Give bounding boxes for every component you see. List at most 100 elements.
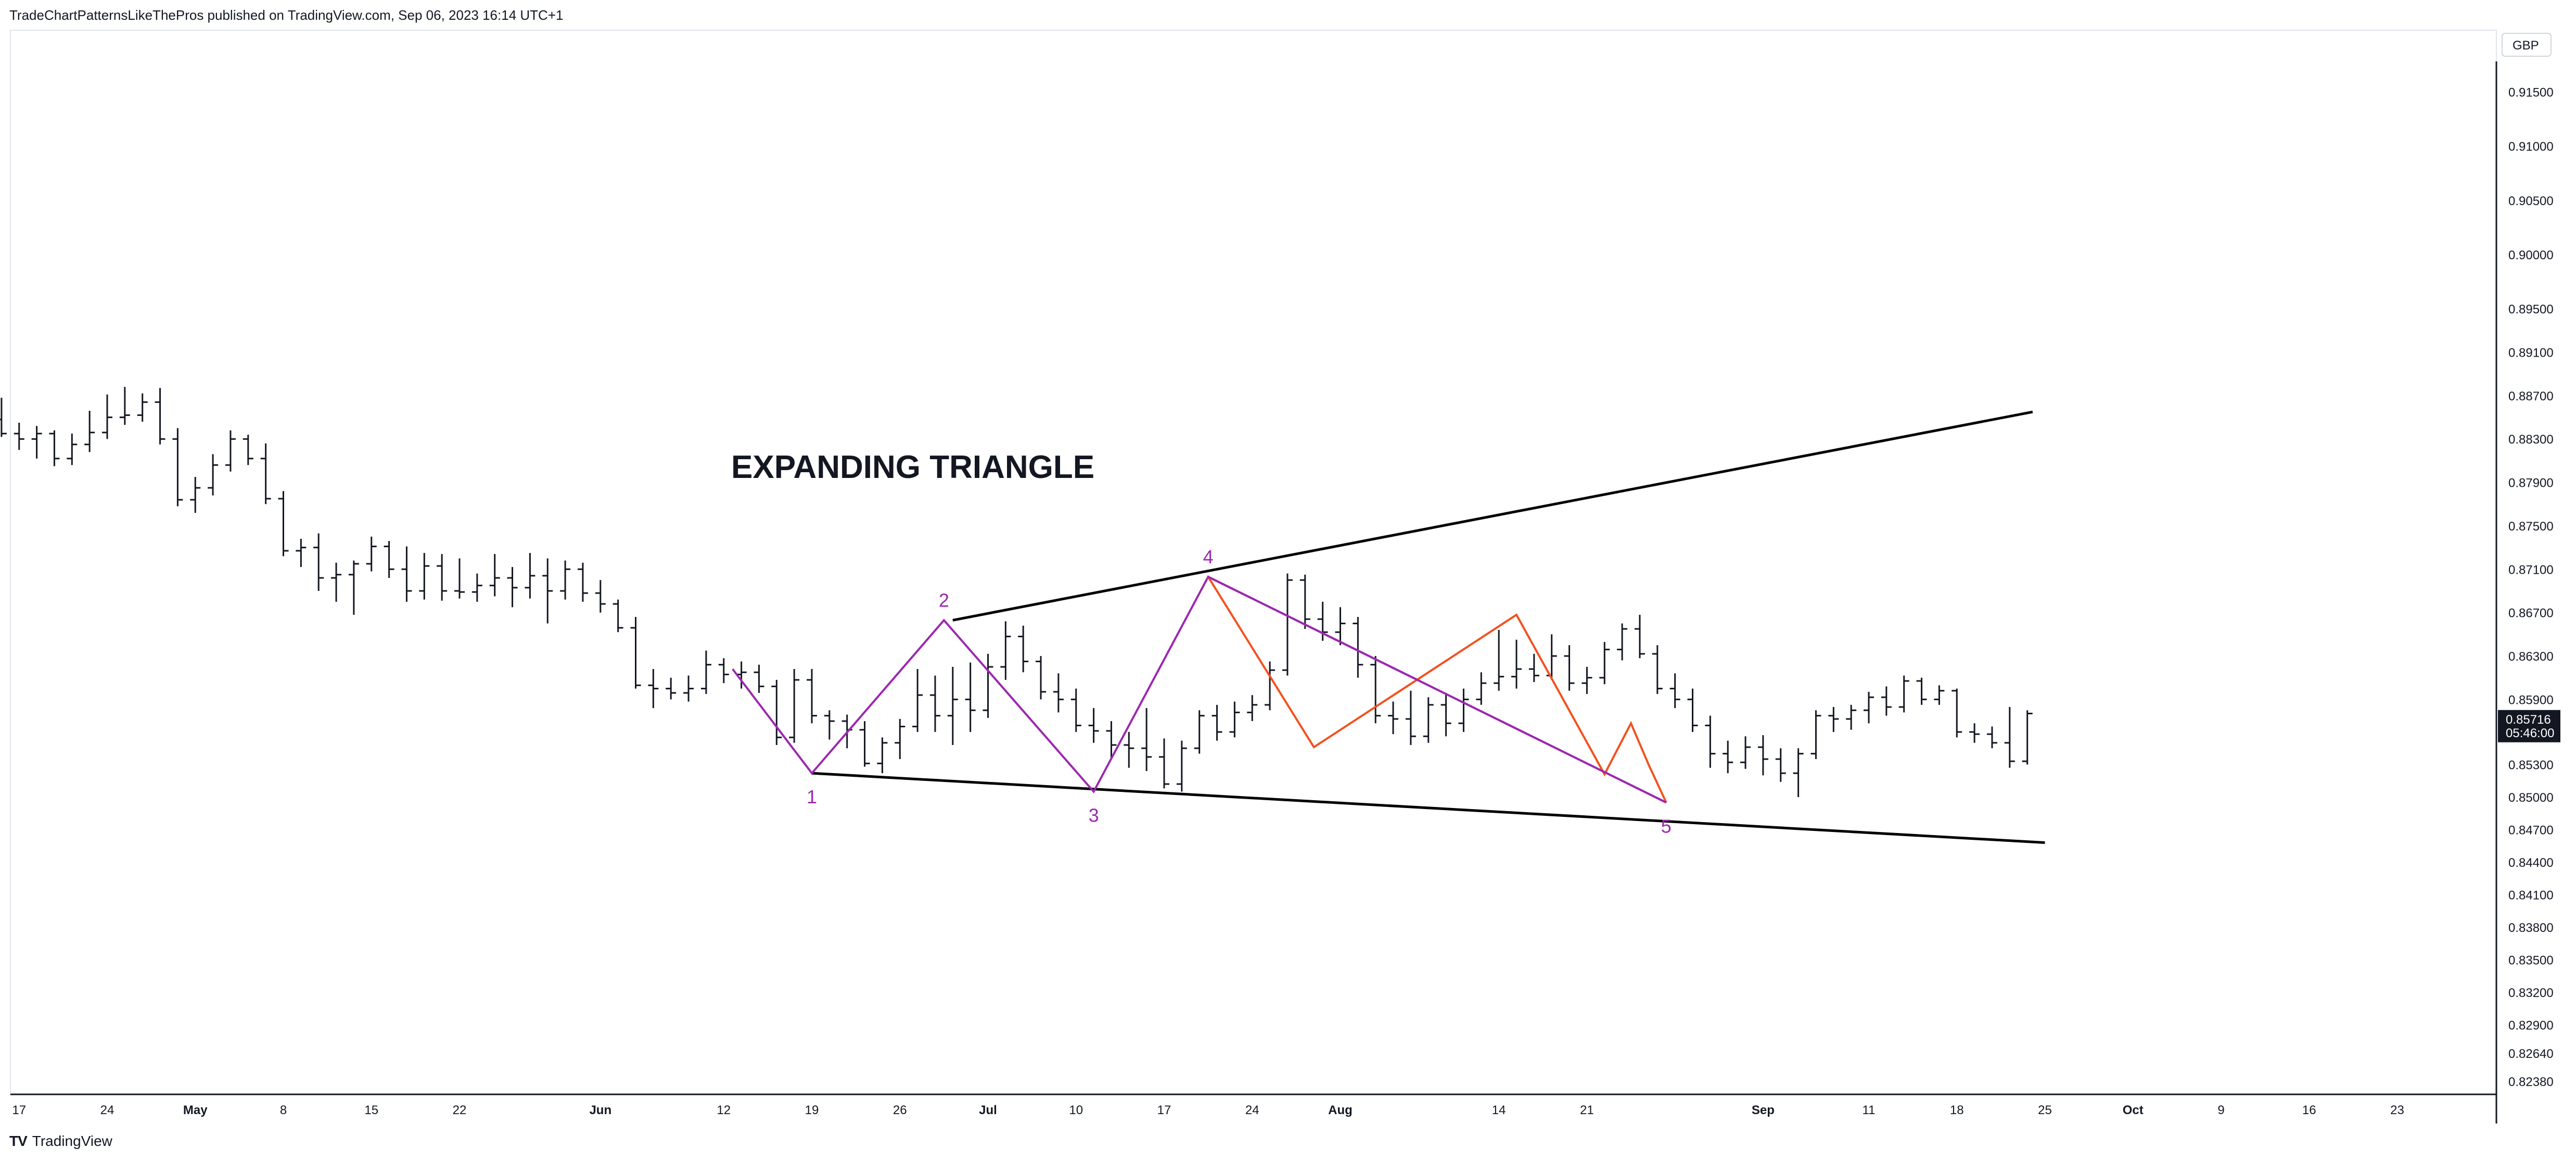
ohlc-bar: [102, 394, 112, 439]
time-tick-label: 21: [1580, 1103, 1594, 1117]
publisher-header: TradeChartPatternsLikeThePros published …: [9, 7, 564, 23]
ohlc-bars: [0, 387, 2033, 797]
footer-branding[interactable]: TV TradingView: [9, 1133, 112, 1150]
ohlc-bar: [947, 666, 958, 745]
ohlc-bar: [1528, 653, 1539, 683]
ohlc-bar: [577, 562, 588, 602]
time-tick-label: Jul: [979, 1103, 997, 1117]
price-tick-label: 0.86700: [2508, 607, 2554, 621]
ohlc-bar: [1194, 710, 1205, 754]
ohlc-bar: [1634, 614, 1645, 659]
ohlc-bar: [1723, 740, 1733, 774]
ohlc-bar: [965, 662, 976, 732]
ohlc-bar: [1247, 695, 1258, 722]
price-tick-label: 0.85000: [2508, 791, 2554, 805]
trendline-lower[interactable]: [811, 772, 2045, 844]
price-tick-label: 0.89500: [2508, 302, 2554, 317]
tradingview-brand: TradingView: [32, 1133, 112, 1149]
time-tick-label: 16: [2302, 1103, 2316, 1117]
ohlc-bar: [1934, 685, 1945, 705]
time-tick-label: 11: [1863, 1103, 1876, 1117]
time-tick-label: 9: [2217, 1103, 2224, 1117]
ohlc-bar: [1669, 673, 1680, 709]
time-tick-label: 19: [805, 1103, 819, 1117]
ohlc-bar: [1757, 735, 1768, 776]
time-tick-label: 18: [1950, 1103, 1964, 1117]
ohlc-bar: [1511, 639, 1522, 689]
ohlc-bar: [1952, 688, 1962, 738]
ohlc-bar: [1564, 645, 1575, 691]
ohlc-bar: [2004, 707, 2015, 768]
price-tick-label: 0.82380: [2508, 1075, 2554, 1089]
ohlc-bar: [683, 675, 694, 702]
ohlc-bar: [401, 546, 412, 602]
ohlc-bar: [419, 553, 430, 600]
ohlc-bar: [1159, 738, 1169, 789]
price-tick-label: 0.84400: [2508, 856, 2554, 870]
time-axis-labels: 17 24 May 8 15 22 Jun 12 19 26 Jul 10 17 24 Aug 14 21 Sep…: [12, 1103, 2404, 1117]
ohlc-bar: [1775, 748, 1786, 782]
time-tick-label: 22: [453, 1103, 467, 1117]
ohlc-bar: [1000, 621, 1011, 680]
ohlc-bar: [1229, 701, 1240, 738]
ohlc-bar: [1018, 625, 1029, 673]
price-tick-label: 0.83200: [2508, 986, 2554, 1000]
ohlc-bar: [507, 567, 518, 608]
ohlc-bar: [2022, 710, 2033, 765]
ohlc-bar: [278, 491, 289, 557]
ohlc-bar: [718, 658, 729, 684]
price-tick-label: 0.85300: [2508, 758, 2554, 772]
ohlc-bar: [560, 560, 571, 600]
trendlines[interactable]: [811, 410, 2045, 844]
ohlc-bar: [260, 443, 271, 504]
ohlc-bar: [1212, 704, 1222, 741]
ohlc-bar: [859, 721, 870, 767]
ohlc-bar: [1141, 708, 1152, 771]
time-tick-label: 8: [280, 1103, 287, 1117]
ohlc-bar: [929, 675, 940, 732]
ohlc-bar: [1916, 677, 1927, 705]
wave-label-2: 2: [939, 589, 949, 611]
price-tick-label: 0.88700: [2508, 389, 2554, 403]
ohlc-bar: [489, 554, 500, 597]
ohlc-bar: [67, 433, 78, 465]
currency-button[interactable]: GBP: [2502, 33, 2552, 57]
ohlc-bar: [1388, 701, 1399, 735]
trendline-upper[interactable]: [952, 410, 2033, 622]
wave-label-1: 1: [807, 786, 817, 807]
ohlc-bar: [331, 562, 342, 602]
ohlc-bar: [1810, 710, 1821, 760]
ohlc-bar: [1440, 692, 1451, 737]
subwave-path[interactable]: [1207, 576, 1667, 803]
price-tick-label: 0.87500: [2508, 520, 2554, 534]
ohlc-bar: [31, 426, 42, 459]
price-tick-label: 0.87900: [2508, 476, 2554, 490]
price-tick-label: 0.91000: [2508, 140, 2554, 154]
ohlc-bar: [1652, 645, 1663, 694]
price-tick-label: 0.89100: [2508, 346, 2554, 360]
ohlc-bar: [14, 422, 24, 450]
ohlc-bar: [1986, 726, 1997, 749]
wave-4-5-line[interactable]: [1207, 576, 1667, 804]
wave-drawings[interactable]: [732, 575, 1667, 804]
price-tick-label: 0.88300: [2508, 433, 2554, 447]
ohlc-bar: [613, 599, 623, 633]
time-tick-label: 24: [1245, 1103, 1259, 1117]
ohlc-bar: [700, 650, 711, 694]
price-tick-label: 0.83500: [2508, 954, 2554, 968]
ohlc-bar: [1124, 731, 1134, 768]
ohlc-bar: [1599, 641, 1610, 685]
ohlc-bar: [1405, 690, 1416, 745]
ohlc-bar: [1423, 697, 1434, 743]
ohlc-bar: [1864, 691, 1874, 724]
price-tick-label: 0.85900: [2508, 693, 2554, 707]
time-tick-label: 26: [893, 1103, 907, 1117]
time-tick-label: Aug: [1328, 1103, 1353, 1117]
ohlc-bar: [1353, 617, 1363, 678]
ohlc-bar: [1969, 723, 1980, 743]
wave-label-3: 3: [1089, 805, 1099, 826]
tradingview-logo-icon: TV: [9, 1133, 28, 1149]
ohlc-bar: [49, 430, 60, 466]
time-tick-label: 10: [1069, 1103, 1083, 1117]
